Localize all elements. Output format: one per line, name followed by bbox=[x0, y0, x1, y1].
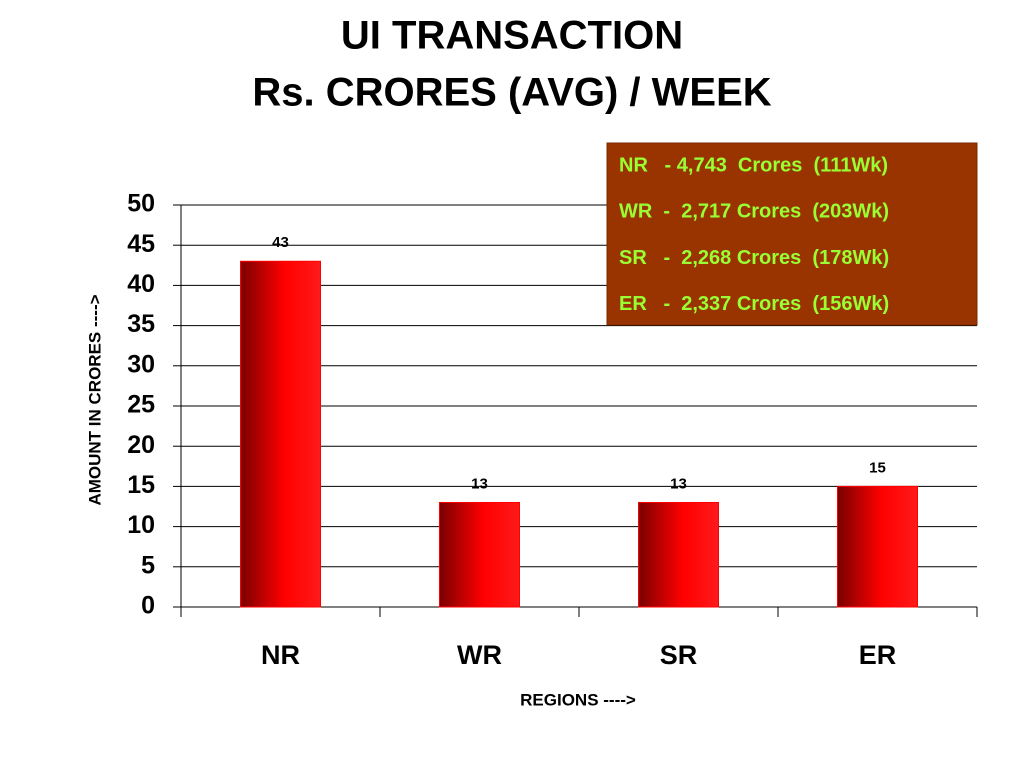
bar bbox=[439, 501, 520, 608]
y-tick-label: 0 bbox=[141, 592, 155, 620]
y-tick-label: 5 bbox=[141, 551, 155, 579]
data-label: 43 bbox=[272, 234, 289, 251]
x-tick-label: SR bbox=[660, 640, 698, 670]
chart-title: UI TRANSACTION bbox=[341, 14, 683, 58]
y-tick-label: 25 bbox=[127, 391, 155, 419]
bar bbox=[638, 501, 719, 608]
bar bbox=[837, 485, 918, 608]
chart-subtitle: Rs. CRORES (AVG) / WEEK bbox=[252, 71, 771, 115]
x-axis-label: REGIONS ----> bbox=[520, 690, 636, 709]
y-tick-label: 45 bbox=[127, 230, 155, 258]
y-tick-label: 50 bbox=[127, 190, 155, 218]
annotation: WR - 2,717 Crores (203Wk) bbox=[619, 201, 889, 223]
y-tick-label: 15 bbox=[127, 471, 155, 499]
y-tick-label: 30 bbox=[127, 350, 155, 378]
data-label: 13 bbox=[670, 475, 687, 492]
annotation-box bbox=[606, 142, 978, 326]
data-label: 15 bbox=[869, 459, 886, 476]
x-tick-label: WR bbox=[457, 640, 502, 670]
annotation: SR - 2,268 Crores (178Wk) bbox=[619, 247, 889, 269]
annotation: NR - 4,743 Crores (111Wk) bbox=[619, 154, 888, 176]
data-label: 13 bbox=[471, 475, 488, 492]
y-tick-label: 20 bbox=[127, 431, 155, 459]
x-tick-label: ER bbox=[859, 640, 897, 670]
y-tick-label: 35 bbox=[127, 310, 155, 338]
bar bbox=[240, 260, 321, 608]
y-tick-label: 10 bbox=[127, 511, 155, 539]
annotation: ER - 2,337 Crores (156Wk) bbox=[619, 293, 889, 315]
y-tick-label: 40 bbox=[127, 270, 155, 298]
x-tick-label: NR bbox=[261, 640, 300, 670]
y-axis-label: AMOUNT IN CRORES ----> bbox=[85, 294, 104, 505]
